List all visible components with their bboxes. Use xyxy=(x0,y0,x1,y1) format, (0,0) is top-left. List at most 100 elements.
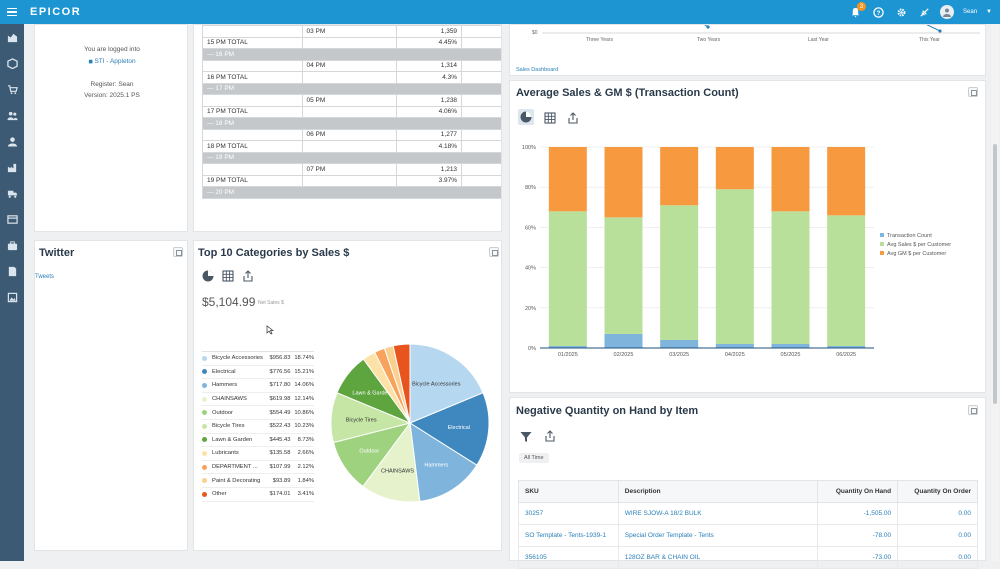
bar-segment[interactable] xyxy=(660,339,699,348)
legend-row[interactable]: Bicycle Accessories $956.83 18.74% xyxy=(202,352,314,366)
negative-qty-panel: Negative Quantity on Hand by Item All Ti… xyxy=(509,397,986,569)
x-tick-label: 02/2025 xyxy=(614,352,634,358)
table-row[interactable]: 356105 128OZ BAR & CHAIN OIL -73.00 0.00 xyxy=(518,546,978,569)
store-name[interactable]: STI - Appleton xyxy=(94,58,136,65)
bar-segment[interactable] xyxy=(604,147,643,218)
bar-segment[interactable] xyxy=(715,147,754,190)
col-description[interactable]: Description xyxy=(617,480,819,503)
filter-icon[interactable] xyxy=(520,431,532,443)
expand-icon[interactable] xyxy=(489,247,499,257)
legend-label[interactable]: Avg Sales $ per Customer xyxy=(887,242,951,248)
user-name[interactable]: Sean xyxy=(963,9,978,15)
legend-category: Electrical xyxy=(212,368,236,375)
pie-slice[interactable] xyxy=(362,421,421,503)
legend-label[interactable]: Transaction Count xyxy=(887,233,932,239)
legend-color-dot xyxy=(202,382,207,388)
bell-icon[interactable]: 3 xyxy=(848,2,867,19)
x-tick-label: 03/2025 xyxy=(669,352,689,358)
bar-segment[interactable] xyxy=(715,343,754,348)
legend-row[interactable]: Electrical $776.56 15.21% xyxy=(202,366,314,380)
expand-icon[interactable] xyxy=(968,87,978,97)
legend-row[interactable]: Lawn & Garden $445.43 8.73% xyxy=(202,434,314,448)
bar-segment[interactable] xyxy=(548,211,587,346)
pie-slice-label: Lawn & Garden xyxy=(352,391,390,397)
bar-segment[interactable] xyxy=(771,147,810,212)
table-cell: 16 PM TOTAL xyxy=(202,71,303,84)
bar-segment[interactable] xyxy=(771,343,810,348)
group-row[interactable]: — 19 PM xyxy=(202,151,501,164)
table-row[interactable]: 30257 WIRE SJOW-A 18/2 BULK -1,505.00 0.00 xyxy=(518,502,978,525)
legend-row[interactable]: Outdoor $554.49 10.86% xyxy=(202,406,314,420)
factory-icon[interactable] xyxy=(0,154,24,180)
bar-segment[interactable] xyxy=(827,147,866,216)
table-view-icon[interactable] xyxy=(222,270,234,282)
expand-icon[interactable] xyxy=(173,247,183,257)
legend-label[interactable]: Avg GM $ per Customer xyxy=(887,251,946,257)
col-sku[interactable]: SKU xyxy=(518,480,619,503)
bar-segment[interactable] xyxy=(660,205,699,340)
register-icon[interactable] xyxy=(0,206,24,232)
chevron-down-icon[interactable]: ▼ xyxy=(986,9,992,15)
group-label: — 17 PM xyxy=(202,82,501,95)
group-row[interactable]: — 18 PM xyxy=(202,117,501,130)
share-export-icon[interactable] xyxy=(242,270,254,282)
sales-x-label-1: Three Years xyxy=(586,37,613,43)
plug-off-icon[interactable] xyxy=(917,5,931,19)
main-scrollbar[interactable] xyxy=(991,24,999,561)
help-icon[interactable]: ? xyxy=(871,5,885,19)
chart-view-toggle[interactable] xyxy=(518,109,534,125)
table-row[interactable]: SO Template - Tents-1939-1 Special Order … xyxy=(518,524,978,547)
sales-dashboard-link[interactable]: Sales Dashboard xyxy=(516,67,559,73)
legend-row[interactable]: Paint & Decorating $93.89 1.84% xyxy=(202,474,314,488)
truck-icon[interactable] xyxy=(0,180,24,206)
dashboard-chart-icon[interactable] xyxy=(0,24,24,50)
legend-percent: 12.14% xyxy=(294,396,314,403)
briefcase-icon[interactable] xyxy=(0,232,24,258)
table-row: 05 PM1,2384,225284,133.49 xyxy=(202,94,501,107)
y-tick-label: 60% xyxy=(525,225,536,231)
pie-chart-icon xyxy=(520,111,532,123)
share-export-icon[interactable] xyxy=(544,430,556,442)
col-qty-on-order[interactable]: Quantity On Order xyxy=(897,480,978,503)
pie-slice[interactable] xyxy=(409,343,484,424)
group-row[interactable]: — 16 PM xyxy=(202,48,501,61)
bar-segment[interactable] xyxy=(548,345,587,348)
document-icon[interactable] xyxy=(0,258,24,284)
bar-segment[interactable] xyxy=(548,147,587,212)
legend-row[interactable]: Hammers $717.80 14.06% xyxy=(202,379,314,393)
gear-icon[interactable] xyxy=(894,5,908,19)
legend-row[interactable]: DEPARTMENT ... $107.99 2.12% xyxy=(202,461,314,475)
table-view-icon[interactable] xyxy=(544,112,556,124)
pie-slice[interactable] xyxy=(392,343,411,424)
share-export-icon[interactable] xyxy=(567,112,579,124)
filter-chip-all-time[interactable]: All Time xyxy=(519,453,549,463)
avatar[interactable] xyxy=(940,5,955,19)
col-qty-on-hand[interactable]: Quantity On Hand xyxy=(817,480,899,503)
bar-segment[interactable] xyxy=(604,333,643,348)
store-link[interactable]: ◼ STI - Appleton xyxy=(35,58,189,65)
pie-slice[interactable] xyxy=(409,422,478,502)
legend-row[interactable]: CHAINSAWS $619.98 12.14% xyxy=(202,393,314,407)
user-settings-icon[interactable] xyxy=(0,128,24,154)
bar-segment[interactable] xyxy=(660,147,699,206)
image-report-icon[interactable] xyxy=(0,284,24,310)
bar-segment[interactable] xyxy=(827,345,866,348)
legend-row[interactable]: Lubricants $135.58 2.66% xyxy=(202,447,314,461)
group-row[interactable]: — 20 PM xyxy=(202,186,501,199)
hamburger-menu-icon[interactable] xyxy=(0,0,24,24)
legend-color-dot xyxy=(202,355,207,361)
tweets-link[interactable]: Tweets xyxy=(35,274,55,280)
expand-icon[interactable] xyxy=(968,405,978,415)
legend-row[interactable]: Other $174.01 3.41% xyxy=(202,488,314,502)
group-row[interactable]: — 17 PM xyxy=(202,82,501,95)
customers-icon[interactable] xyxy=(0,102,24,128)
legend-row[interactable]: Bicycle Tires $522.43 10.23% xyxy=(202,420,314,434)
bar-segment[interactable] xyxy=(771,211,810,344)
pie-chart-icon[interactable] xyxy=(202,270,214,282)
box-icon[interactable] xyxy=(0,50,24,76)
bar-segment[interactable] xyxy=(604,217,643,334)
pie-slice[interactable] xyxy=(408,392,490,466)
bar-segment[interactable] xyxy=(827,215,866,346)
cart-icon[interactable] xyxy=(0,76,24,102)
bar-segment[interactable] xyxy=(715,189,754,344)
